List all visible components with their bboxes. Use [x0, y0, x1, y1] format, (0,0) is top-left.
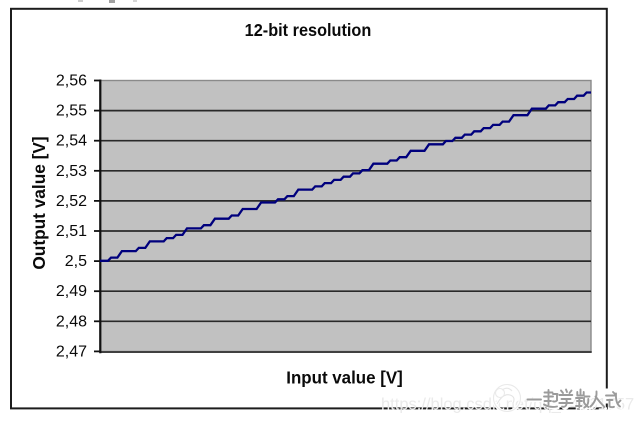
svg-text:2,53: 2,53	[56, 163, 87, 180]
svg-text:2,52: 2,52	[56, 193, 87, 210]
svg-text:Input value [V]: Input value [V]	[286, 367, 402, 388]
svg-text:2,51: 2,51	[56, 223, 87, 240]
svg-text:2,47: 2,47	[56, 343, 87, 360]
svg-text:12-bit resolution: 12-bit resolution	[245, 19, 372, 40]
svg-text:2,5: 2,5	[65, 253, 87, 270]
svg-text:2,55: 2,55	[56, 103, 87, 120]
svg-text:Output value [V]: Output value [V]	[29, 136, 49, 269]
svg-text:2,49: 2,49	[56, 283, 87, 300]
svg-text:2,56: 2,56	[56, 73, 87, 90]
svg-text:2,48: 2,48	[56, 313, 87, 330]
svg-text:2,54: 2,54	[56, 133, 87, 150]
